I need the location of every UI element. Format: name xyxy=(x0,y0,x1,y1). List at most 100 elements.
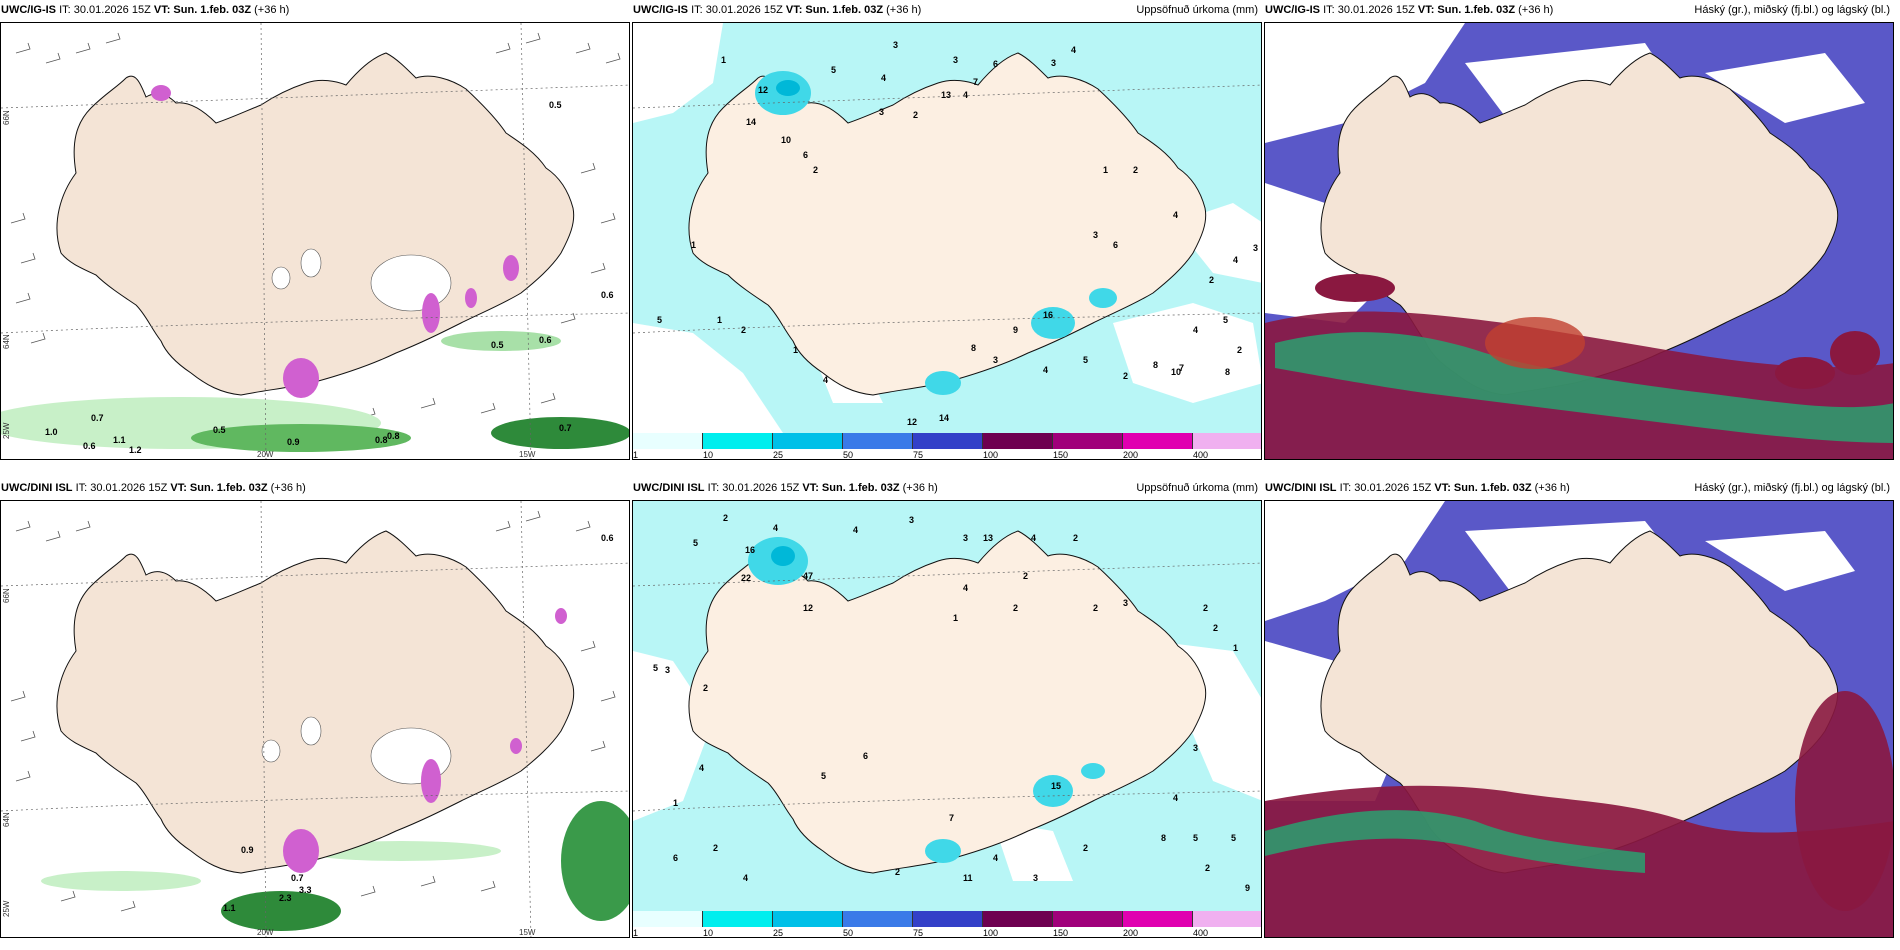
model-name: UWC/IG-IS xyxy=(1265,4,1320,16)
svg-text:6: 6 xyxy=(863,751,868,761)
vt-label: VT: xyxy=(1417,4,1435,16)
svg-text:2: 2 xyxy=(1205,863,1210,873)
svg-text:1: 1 xyxy=(691,240,696,250)
value-label: 0.7 xyxy=(291,873,304,883)
svg-text:6: 6 xyxy=(803,150,808,160)
svg-text:4: 4 xyxy=(1043,365,1048,375)
svg-text:2: 2 xyxy=(1203,603,1208,613)
svg-text:2: 2 xyxy=(1093,603,1098,613)
vt-label: VT: xyxy=(1434,482,1451,494)
svg-text:10: 10 xyxy=(1171,367,1181,377)
svg-text:7: 7 xyxy=(1179,363,1184,373)
panel-header: UWC/DINI ISL IT: 30.01.2026 15Z VT: Sun.… xyxy=(1264,478,1894,500)
svg-text:4: 4 xyxy=(1031,533,1036,543)
panel-ig-cloud: UWC/IG-IS IT: 30.01.2026 15Z VT: Sun. 1.… xyxy=(1264,0,1894,460)
init-time: IT: 30.01.2026 15Z xyxy=(75,482,168,494)
panel-ig-precip: UWC/IG-IS IT: 30.01.2026 15Z VT: Sun. 1.… xyxy=(632,0,1262,460)
vt-label: VT: xyxy=(153,4,171,16)
model-name: UWC/DINI ISL xyxy=(633,482,705,494)
colorbar-tick: 150 xyxy=(1053,450,1069,460)
svg-text:4: 4 xyxy=(1173,793,1178,803)
lat-label: 66N xyxy=(2,588,11,603)
lead-time: (+36 h) xyxy=(254,4,290,16)
lead-time: (+36 h) xyxy=(902,482,938,494)
product-title: Uppsöfnuð úrkoma (mm) xyxy=(1136,482,1258,494)
svg-text:2: 2 xyxy=(723,513,728,523)
colorbar-tick: 100 xyxy=(983,928,999,938)
svg-text:12: 12 xyxy=(803,603,813,613)
precip-shading xyxy=(1,331,629,452)
svg-text:8: 8 xyxy=(1153,360,1158,370)
svg-text:2: 2 xyxy=(913,110,918,120)
svg-text:8: 8 xyxy=(1161,833,1166,843)
lon-label: 20W xyxy=(257,928,274,937)
wind-map[interactable]: 0.6 0.7 2.3 3.3 1.1 0.9 66N 64N 25W 20W … xyxy=(0,500,630,938)
colorbar-tick: 50 xyxy=(843,450,854,460)
cloud-map[interactable] xyxy=(1264,500,1894,938)
vt-label: VT: xyxy=(802,482,819,494)
init-time: IT: 30.01.2026 15Z xyxy=(691,4,783,16)
svg-text:1: 1 xyxy=(721,55,726,65)
svg-text:4: 4 xyxy=(993,853,998,863)
svg-text:2: 2 xyxy=(1083,843,1088,853)
valid-time: Sun. 1.feb. 03Z xyxy=(173,4,252,16)
svg-text:5: 5 xyxy=(657,315,662,325)
precip-map[interactable]: 1 3 5 4 3 6 3 4 12 14 10 2 6 3 2 4 13 7 … xyxy=(632,22,1262,460)
svg-text:1: 1 xyxy=(793,345,798,355)
graticule xyxy=(1,23,629,459)
svg-text:4: 4 xyxy=(823,375,828,385)
lon-label: 25W xyxy=(2,900,11,917)
value-label: 1.2 xyxy=(129,445,142,455)
low-high-cloud xyxy=(1265,274,1893,459)
svg-text:5: 5 xyxy=(1083,355,1088,365)
svg-text:14: 14 xyxy=(939,413,949,423)
svg-text:2: 2 xyxy=(713,843,718,853)
svg-text:4: 4 xyxy=(1173,210,1178,220)
value-label: 0.6 xyxy=(83,441,96,451)
svg-text:4: 4 xyxy=(1233,255,1238,265)
valid-time: Sun. 1.feb. 03Z xyxy=(805,4,884,16)
magenta-cells xyxy=(151,85,519,398)
svg-text:12: 12 xyxy=(907,417,917,427)
value-label: 0.8 xyxy=(375,435,388,445)
svg-text:4: 4 xyxy=(963,90,968,100)
colorbar-tick: 400 xyxy=(1193,928,1209,938)
svg-text:22: 22 xyxy=(741,573,751,583)
svg-text:47: 47 xyxy=(803,571,813,581)
lat-label: 64N xyxy=(2,812,11,827)
vt-label: VT: xyxy=(170,482,187,494)
valid-time: Sun. 1.feb. 03Z xyxy=(189,482,268,494)
svg-text:2: 2 xyxy=(1237,345,1242,355)
heavy-precip xyxy=(748,537,1105,863)
svg-text:7: 7 xyxy=(949,813,954,823)
panel-header: UWC/DINI ISL IT: 30.01.2026 15Z VT: Sun.… xyxy=(0,478,630,500)
svg-text:4: 4 xyxy=(1193,325,1198,335)
lon-label: 20W xyxy=(257,450,274,459)
wind-map[interactable]: 0.5 0.6 0.5 0.6 0.7 1.0 0.6 0.5 0.9 0.8 … xyxy=(0,22,630,460)
lead-time: (+36 h) xyxy=(270,482,306,494)
precip-map[interactable]: 2 4 5 16 22 47 12 4 3 3 13 4 2 4 2 1 2 3… xyxy=(632,500,1262,938)
svg-text:1: 1 xyxy=(673,798,678,808)
svg-text:5: 5 xyxy=(1231,833,1236,843)
panel-header: UWC/IG-IS IT: 30.01.2026 15Z VT: Sun. 1.… xyxy=(632,0,1262,22)
colorbar-tick: 10 xyxy=(703,928,714,938)
magenta-cells xyxy=(283,608,567,873)
cloud-map[interactable] xyxy=(1264,22,1894,460)
colorbar-tick: 200 xyxy=(1123,928,1139,938)
svg-text:7: 7 xyxy=(973,77,978,87)
svg-text:3: 3 xyxy=(993,355,998,365)
colorbar-tick: 200 xyxy=(1123,450,1139,460)
init-time: IT: 30.01.2026 15Z xyxy=(59,4,151,16)
value-label: 0.5 xyxy=(213,425,226,435)
svg-text:8: 8 xyxy=(971,343,976,353)
panel-dini-precip: UWC/DINI ISL IT: 30.01.2026 15Z VT: Sun.… xyxy=(632,478,1262,938)
svg-text:3: 3 xyxy=(1193,743,1198,753)
colorbar-tick: 50 xyxy=(843,928,854,938)
svg-text:1: 1 xyxy=(1103,165,1108,175)
svg-text:3: 3 xyxy=(1093,230,1098,240)
svg-text:2: 2 xyxy=(1133,165,1138,175)
svg-text:2: 2 xyxy=(1073,533,1078,543)
value-label: 0.9 xyxy=(241,845,254,855)
svg-text:4: 4 xyxy=(881,73,886,83)
svg-text:6: 6 xyxy=(993,59,998,69)
